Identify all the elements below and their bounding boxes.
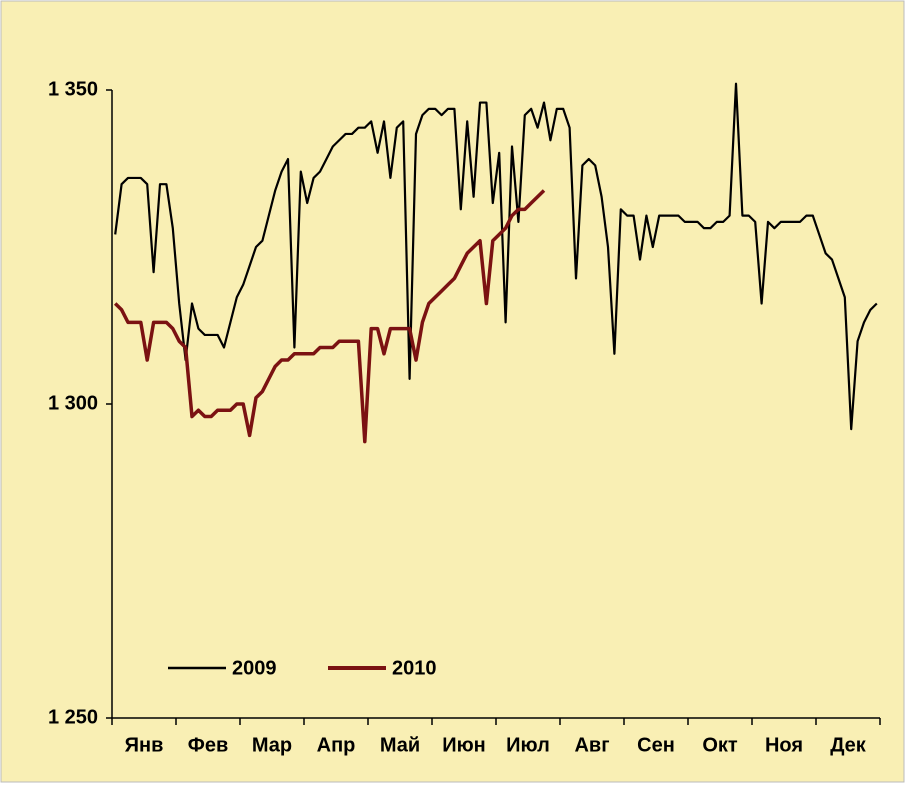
x-tick-label: Янв bbox=[125, 734, 164, 756]
y-tick-label: 1 350 bbox=[48, 78, 98, 100]
x-tick-label: Сен bbox=[637, 734, 675, 756]
x-tick-label: Мар bbox=[252, 734, 292, 756]
x-tick-label: Июн bbox=[442, 734, 486, 756]
y-tick-label: 1 250 bbox=[48, 706, 98, 728]
x-tick-label: Фев bbox=[188, 734, 229, 756]
x-tick-label: Дек bbox=[830, 734, 867, 756]
x-tick-label: Июл bbox=[506, 734, 550, 756]
series-line bbox=[114, 82, 878, 431]
legend-label: 2009 bbox=[232, 657, 277, 679]
x-tick-label: Ноя bbox=[765, 734, 803, 756]
legend-label: 2010 bbox=[392, 657, 437, 679]
x-tick-label: Апр bbox=[317, 734, 356, 756]
x-tick-label: Авг bbox=[574, 734, 609, 756]
x-tick-label: Май bbox=[380, 734, 420, 756]
series-line bbox=[113, 189, 546, 444]
x-tick-label: Окт bbox=[702, 734, 738, 756]
y-tick-label: 1 300 bbox=[48, 392, 98, 414]
